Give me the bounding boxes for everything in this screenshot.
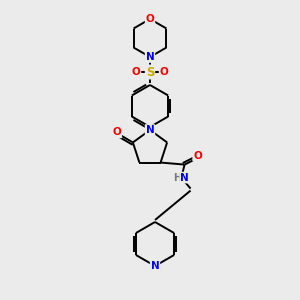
Text: O: O bbox=[160, 67, 168, 77]
Text: H: H bbox=[173, 172, 181, 183]
Text: O: O bbox=[112, 128, 121, 137]
Text: O: O bbox=[132, 67, 140, 77]
Text: N: N bbox=[180, 172, 189, 183]
Text: O: O bbox=[146, 14, 154, 24]
Text: S: S bbox=[146, 65, 154, 79]
Text: N: N bbox=[146, 125, 154, 135]
Text: N: N bbox=[146, 52, 154, 62]
Text: N: N bbox=[151, 261, 159, 271]
Text: O: O bbox=[193, 151, 202, 160]
